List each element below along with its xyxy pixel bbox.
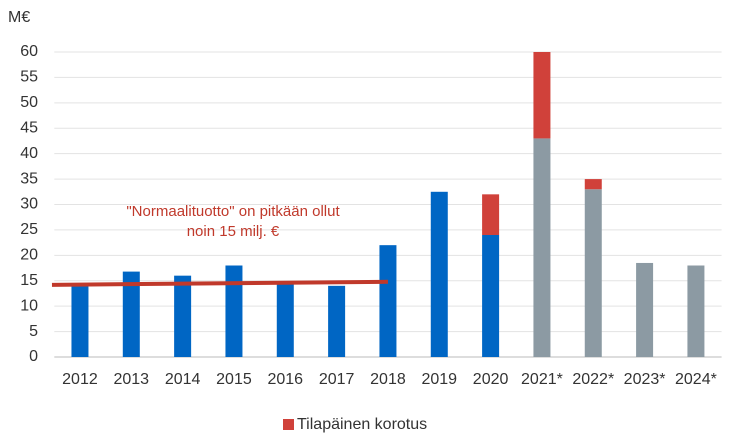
- bar-segment: [276, 283, 294, 357]
- x-tick-label: 2015: [216, 371, 252, 388]
- y-tick-label: 60: [20, 43, 38, 60]
- y-tick-label: 35: [20, 170, 38, 187]
- y-tick-label: 45: [20, 119, 38, 136]
- legend-label: Tilapäinen korotus: [297, 416, 427, 433]
- x-tick-label: 2024*: [675, 371, 717, 388]
- annotation: "Normaalituotto" on pitkään ollut: [126, 203, 340, 220]
- x-tick-label: 2019: [421, 371, 457, 388]
- x-tick-label: 2016: [267, 371, 303, 388]
- y-tick-label: 15: [20, 272, 38, 289]
- bar-segment: [379, 245, 397, 357]
- bar-segment: [687, 265, 705, 357]
- bar-segment: [636, 262, 654, 357]
- x-tick-label: 2018: [370, 371, 406, 388]
- bar-segment: [584, 189, 602, 357]
- bar-segment: [71, 285, 89, 357]
- bar-segment: [482, 235, 500, 357]
- y-tick-label: 20: [20, 247, 38, 264]
- y-tick-label: 30: [20, 196, 38, 213]
- bar-segment: [533, 52, 551, 139]
- x-tick-label: 2022*: [572, 371, 614, 388]
- bar-segment: [584, 179, 602, 190]
- y-tick-label: 40: [20, 145, 38, 162]
- bar-segment: [122, 271, 140, 357]
- x-tick-label: 2017: [319, 371, 355, 388]
- x-tick-label: 2020: [473, 371, 509, 388]
- y-tick-label: 50: [20, 94, 38, 111]
- y-axis-label: M€: [8, 9, 30, 26]
- y-tick-label: 25: [20, 221, 38, 238]
- bar-segment: [482, 194, 500, 235]
- y-tick-label: 55: [20, 69, 38, 86]
- x-tick-label: 2021*: [521, 371, 563, 388]
- x-tick-label: 2012: [62, 371, 98, 388]
- bar-segment: [533, 138, 551, 357]
- bar-segment: [174, 275, 192, 357]
- y-tick-label: 0: [29, 348, 38, 365]
- x-tick-label: 2014: [165, 371, 201, 388]
- annotation: noin 15 milj. €: [187, 223, 280, 240]
- bar-segment: [225, 265, 243, 357]
- y-tick-label: 5: [29, 323, 38, 340]
- y-tick-label: 10: [20, 297, 38, 314]
- reference-line: [51, 279, 388, 287]
- legend-swatch: [283, 419, 294, 430]
- bar-segment: [430, 191, 448, 357]
- x-tick-label: 2023*: [624, 371, 666, 388]
- x-tick-label: 2013: [113, 371, 149, 388]
- bar-segment: [328, 285, 346, 357]
